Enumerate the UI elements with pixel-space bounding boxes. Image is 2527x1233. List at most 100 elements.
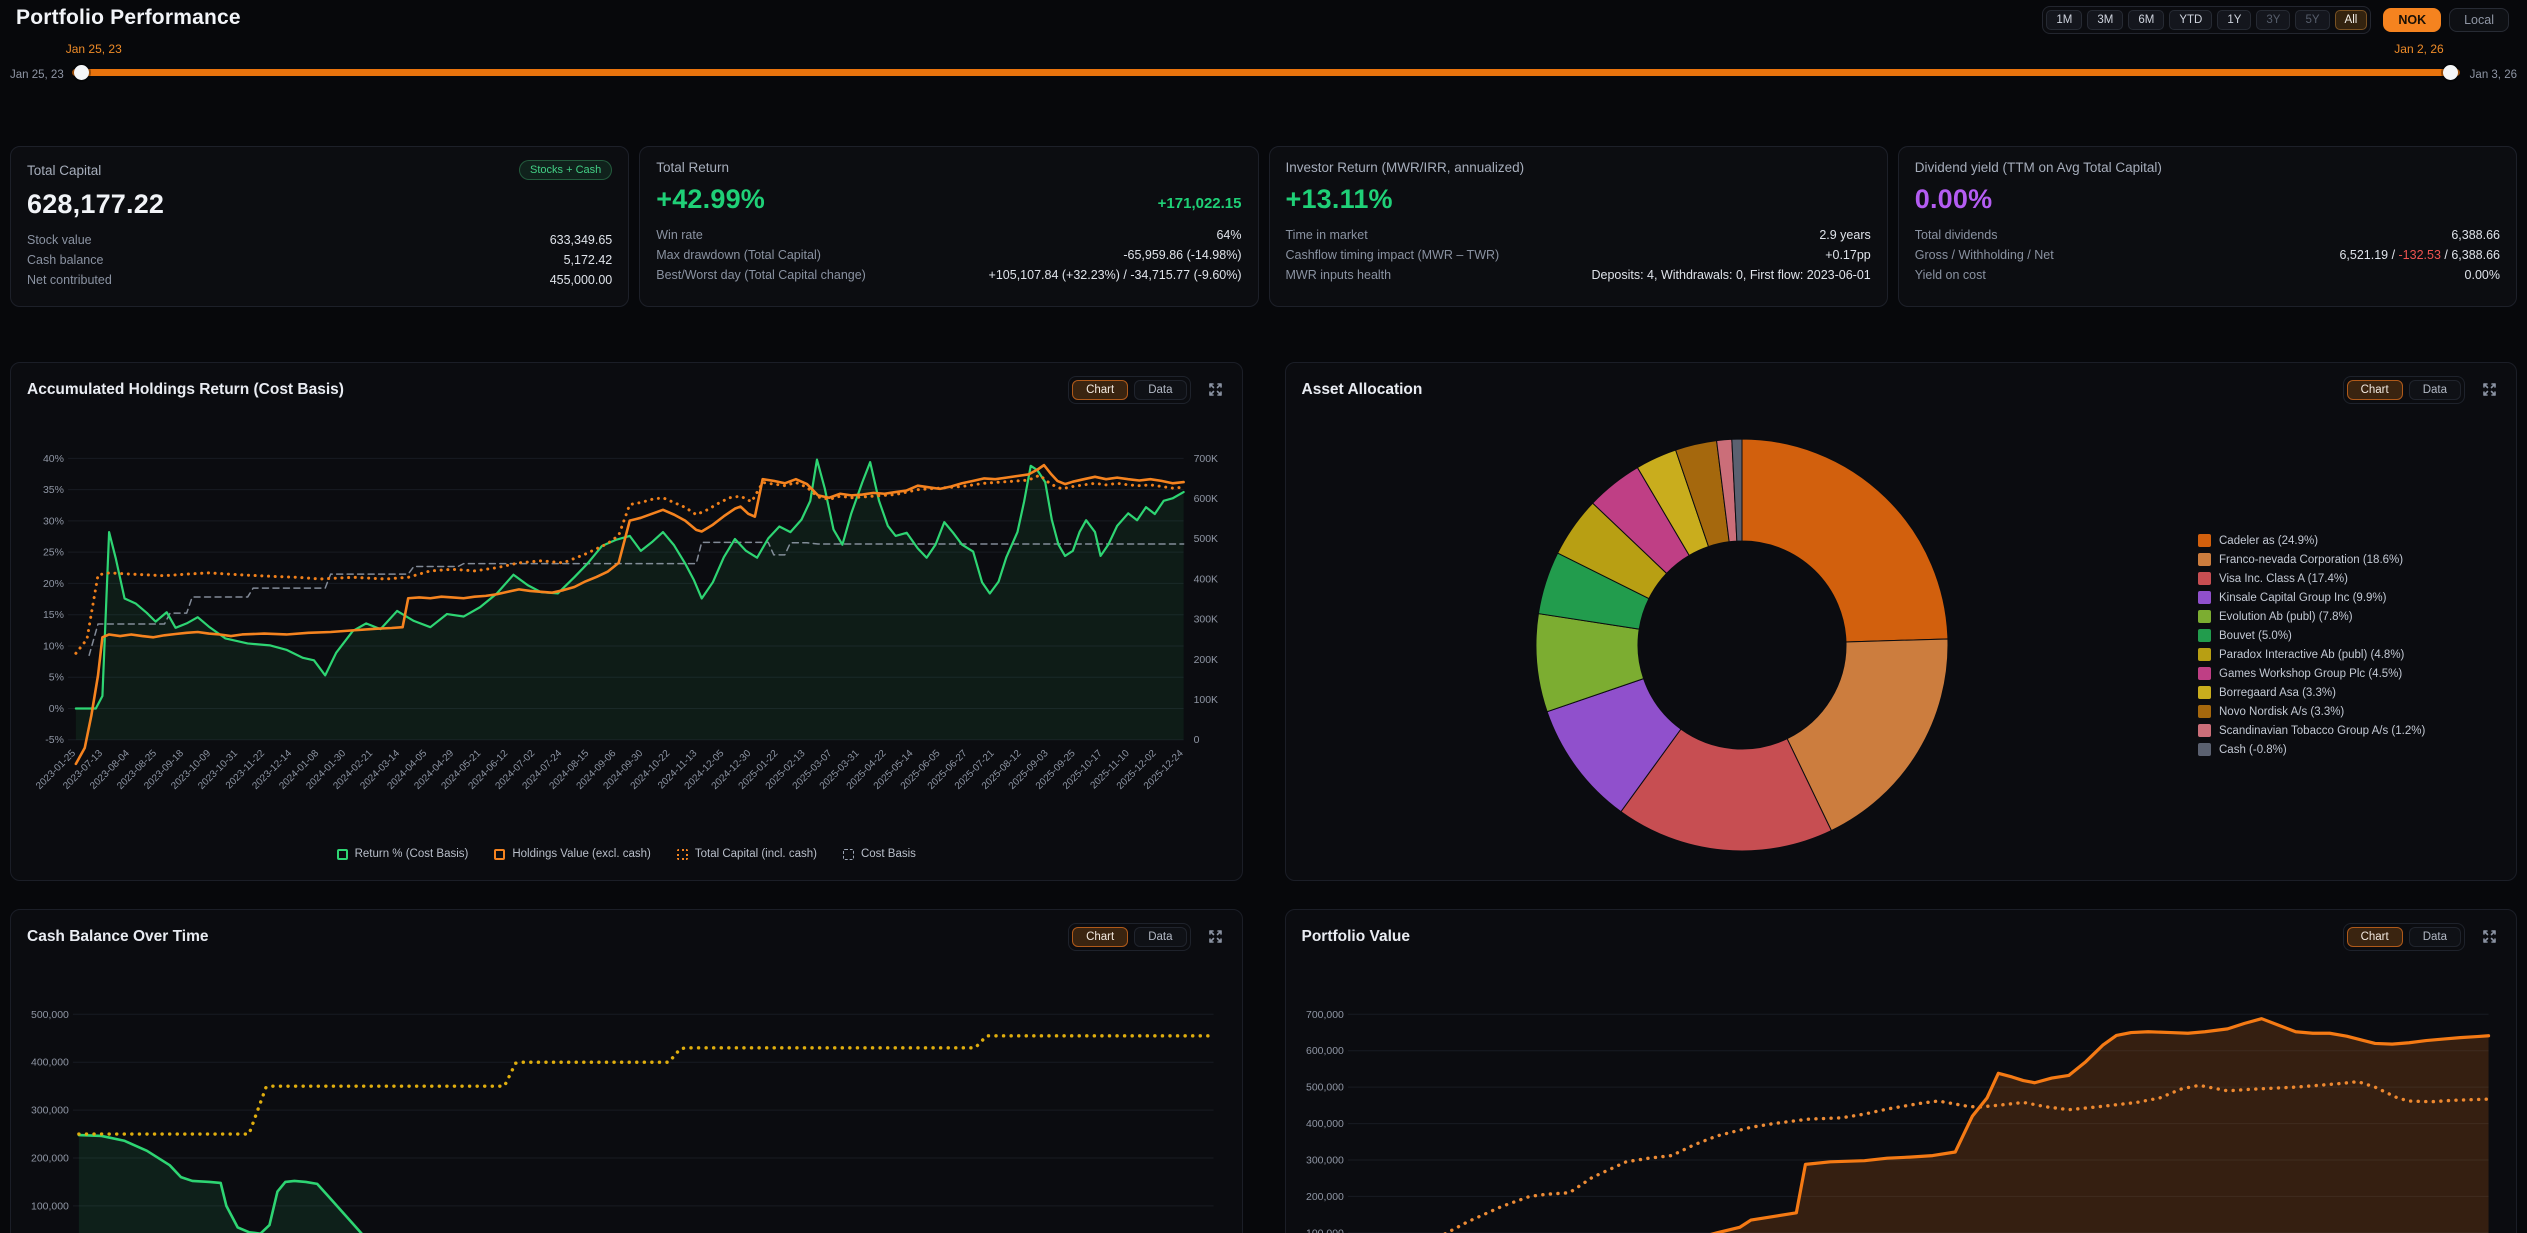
range-button-1y[interactable]: 1Y xyxy=(2217,10,2252,30)
allocation-legend-label: Paradox Interactive Ab (publ) (4.8%) xyxy=(2219,648,2405,661)
allocation-view-toggle: Chart Data xyxy=(2342,375,2465,404)
panel-title-portfolio: Portfolio Value xyxy=(1301,927,1411,945)
date-range-slider: Jan 25, 23 Jan 2, 26 xyxy=(66,42,2460,82)
panel-title-holdings: Accumulated Holdings Return (Cost Basis) xyxy=(27,380,344,398)
stat-row: Cashflow timing impact (MWR – TWR) +0.17p… xyxy=(1286,245,1871,265)
stat-row-value: 5,172.42 xyxy=(563,253,613,267)
stat-row-label: Win rate xyxy=(656,228,703,242)
donut-slice-cash[interactable] xyxy=(1731,438,1743,542)
stat-row-value: -65,959.86 (-14.98%) xyxy=(1123,248,1242,262)
allocation-legend-item: Cash (-0.8%) xyxy=(2198,743,2498,756)
svg-text:600,000: 600,000 xyxy=(1306,1046,1344,1057)
cash-chart-tab[interactable]: Chart xyxy=(1072,926,1129,947)
allocation-legend-label: Games Workshop Group Plc (4.5%) xyxy=(2219,667,2403,680)
allocation-legend-item: Evolution Ab (publ) (7.8%) xyxy=(2198,610,2498,623)
holdings-expand-button[interactable] xyxy=(1205,379,1226,400)
stat-row-value: 2.9 years xyxy=(1819,228,1871,242)
stat-card-badge: Stocks + Cash xyxy=(519,160,613,180)
stat-row-value: 633,349.65 xyxy=(549,233,613,247)
svg-text:600K: 600K xyxy=(1194,494,1218,505)
stat-row-value: 6,388.66 xyxy=(2451,228,2500,242)
stat-row: MWR inputs health Deposits: 4, Withdrawal… xyxy=(1286,265,1871,285)
currency-button-local[interactable]: Local xyxy=(2449,8,2509,32)
svg-text:300,000: 300,000 xyxy=(31,1106,69,1117)
donut-slice-cadeler-as[interactable] xyxy=(1741,438,1949,643)
date-range-slider-row: Jan 25, 23 Jan 25, 23 Jan 2, 26 Jan 3, 2… xyxy=(10,42,2517,86)
stat-row: Time in market 2.9 years xyxy=(1286,225,1871,245)
allocation-legend-swatch xyxy=(2198,629,2211,642)
svg-text:25%: 25% xyxy=(43,548,64,559)
allocation-legend-swatch xyxy=(2198,553,2211,566)
slider-track[interactable] xyxy=(71,69,2460,76)
allocation-chart-tab[interactable]: Chart xyxy=(2346,379,2403,400)
slider-handle-end[interactable] xyxy=(2442,65,2458,80)
cash-data-tab[interactable]: Data xyxy=(1134,926,1187,947)
portfolio-chart-tab[interactable]: Chart xyxy=(2346,926,2403,947)
svg-text:100,000: 100,000 xyxy=(1306,1228,1344,1233)
stat-card-3: Investor Return (MWR/IRR, annualized) +13… xyxy=(1268,146,1888,307)
portfolio-data-tab[interactable]: Data xyxy=(2408,926,2461,947)
allocation-legend-swatch xyxy=(2198,724,2211,737)
page-title: Portfolio Performance xyxy=(16,6,241,29)
svg-text:20%: 20% xyxy=(43,579,64,590)
range-button-3y[interactable]: 3Y xyxy=(2256,10,2291,30)
svg-text:700K: 700K xyxy=(1194,454,1218,465)
allocation-legend-swatch xyxy=(2198,705,2211,718)
stat-card-value: +13.11% xyxy=(1285,184,1393,214)
legend-label: Total Capital (incl. cash) xyxy=(694,848,817,860)
slider-end-value: Jan 2, 26 xyxy=(2394,42,2444,56)
range-button-5y[interactable]: 5Y xyxy=(2295,10,2330,30)
holdings-view-toggle: Chart Data xyxy=(1068,375,1191,404)
slider-handle-start[interactable] xyxy=(73,65,89,80)
holdings-chart-tab[interactable]: Chart xyxy=(1072,379,1129,400)
stat-row-value: 6,521.19 / -132.53 / 6,388.66 xyxy=(2339,245,2500,265)
stat-row-label: MWR inputs health xyxy=(1285,268,1392,282)
range-button-6m[interactable]: 6M xyxy=(2128,10,2165,30)
allocation-legend-item: Visa Inc. Class A (17.4%) xyxy=(2198,572,2498,585)
donut-slice-franco-nevada-corporation[interactable] xyxy=(1786,638,1949,832)
stat-row: Net contributed 455,000.00 xyxy=(27,270,612,290)
allocation-legend-swatch xyxy=(2198,667,2211,680)
allocation-expand-button[interactable] xyxy=(2479,379,2500,400)
allocation-legend-label: Borregaard Asa (3.3%) xyxy=(2219,686,2336,699)
expand-icon xyxy=(1208,930,1222,943)
range-button-ytd[interactable]: YTD xyxy=(2169,10,2213,30)
holdings-return-chart[interactable]: 40% 35% 30% 25% 20% 15% 10% 5% 0% -5% 700K 600K 500K… xyxy=(11,411,1242,841)
allocation-legend-label: Bouvet (5.0%) xyxy=(2219,629,2292,642)
legend-swatch-dotted xyxy=(676,848,688,860)
allocation-data-tab[interactable]: Data xyxy=(2408,379,2461,400)
allocation-legend-item: Paradox Interactive Ab (publ) (4.8%) xyxy=(2198,648,2498,661)
stat-card-4: Dividend yield (TTM on Avg Total Capital… xyxy=(1897,146,2517,307)
svg-text:200,000: 200,000 xyxy=(31,1153,69,1164)
donut-slice-visa-inc-class-a[interactable] xyxy=(1619,728,1832,852)
legend-swatch-solid xyxy=(336,848,348,860)
stat-card-value-row: +42.99% +171,022.15 xyxy=(656,184,1241,215)
currency-toggle-group: NOK Local xyxy=(2383,8,2509,32)
allocation-legend-item: Kinsale Capital Group Inc (9.9%) xyxy=(2198,591,2498,604)
legend-item: Total Capital (incl. cash) xyxy=(676,848,817,860)
range-button-3m[interactable]: 3M xyxy=(2087,10,2124,30)
stat-row-value: 455,000.00 xyxy=(549,273,613,287)
stat-card-title: Total Return xyxy=(656,160,730,175)
currency-button-nok[interactable]: NOK xyxy=(2383,8,2442,32)
stat-row-label: Net contributed xyxy=(27,273,112,287)
stat-card-head: Total Return xyxy=(656,160,1241,175)
svg-text:500,000: 500,000 xyxy=(31,1010,69,1021)
asset-allocation-donut[interactable] xyxy=(1522,425,1962,865)
holdings-data-tab[interactable]: Data xyxy=(1134,379,1187,400)
portfolio-value-chart[interactable]: 700,000 600,000 500,000 400,000 300,000 200,0… xyxy=(1286,958,2517,1233)
portfolio-expand-button[interactable] xyxy=(2479,926,2500,947)
range-button-all[interactable]: All xyxy=(2334,10,2368,30)
stat-row-label: Gross / Withholding / Net xyxy=(1914,248,2054,262)
svg-text:300,000: 300,000 xyxy=(1306,1155,1344,1166)
range-button-1m[interactable]: 1M xyxy=(2046,10,2083,30)
stat-card-value-row: 0.00% xyxy=(1915,184,2500,215)
cash-expand-button[interactable] xyxy=(1205,926,1226,947)
allocation-legend-item: Borregaard Asa (3.3%) xyxy=(2198,686,2498,699)
allocation-legend-item: Franco-nevada Corporation (18.6%) xyxy=(2198,553,2498,566)
stat-card-title: Total Capital xyxy=(27,162,102,178)
svg-text:10%: 10% xyxy=(43,641,64,652)
stat-cards-row: Total Capital Stocks + Cash 628,177.22 Stoc… xyxy=(10,146,2517,307)
cash-balance-chart[interactable]: 500,000 400,000 300,000 200,000 100,000 xyxy=(11,958,1242,1233)
